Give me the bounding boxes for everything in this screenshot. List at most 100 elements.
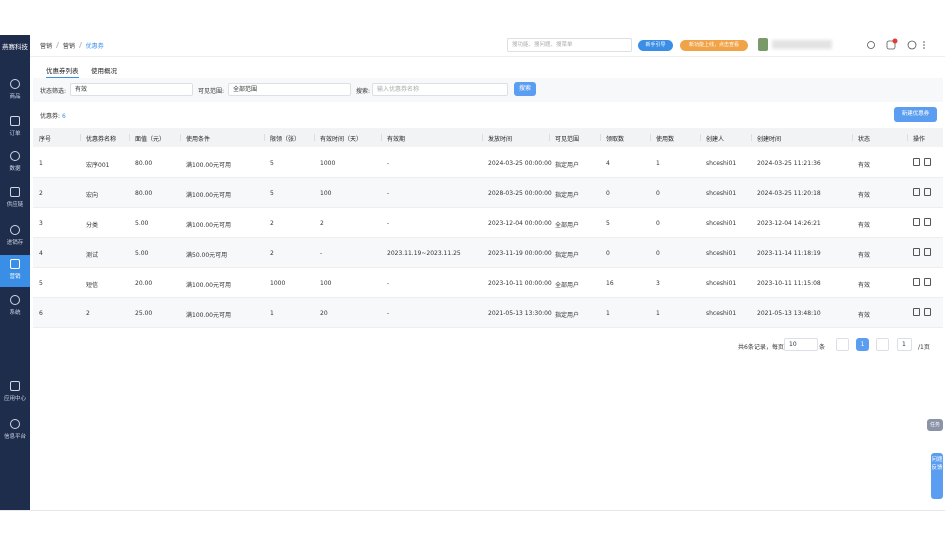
edit-icon[interactable] xyxy=(913,278,920,286)
guide-button[interactable]: 新手引导 xyxy=(638,40,673,51)
cell: 5 xyxy=(270,160,274,167)
cell: 2023-10-11 11:15:08 xyxy=(757,280,821,287)
task-float[interactable]: 任务 xyxy=(927,419,943,431)
tab-active[interactable]: 优惠券列表 xyxy=(46,65,79,78)
column-header: 限领（张） xyxy=(270,136,301,143)
copy-icon[interactable] xyxy=(924,248,931,256)
cell: 3 xyxy=(656,280,660,287)
crumb[interactable]: 营销 xyxy=(40,43,53,50)
search-input[interactable]: 输入优惠券名称 xyxy=(372,83,508,96)
top-icons[interactable] xyxy=(862,38,937,52)
edit-icon[interactable] xyxy=(913,308,920,316)
cell: 1000 xyxy=(320,160,336,167)
sidebar: 燕赛科技 商品 订单 数据 供应链 进销存 营销 系统 应用中心 信息平台 xyxy=(0,35,30,510)
cell: 有效 xyxy=(858,162,871,169)
status-select[interactable]: 有效 xyxy=(70,83,193,96)
nav-item[interactable]: 营销 xyxy=(0,255,30,287)
topbar xyxy=(30,35,945,57)
column-header: 面值（元） xyxy=(135,136,166,143)
cell: 20.00 xyxy=(135,280,153,287)
copy-icon[interactable] xyxy=(924,278,931,286)
nav-label: 系统 xyxy=(9,310,21,316)
copy-icon[interactable] xyxy=(924,188,931,196)
column-header: 使用数 xyxy=(656,136,675,143)
nav-icon xyxy=(10,259,20,269)
next-page[interactable] xyxy=(876,338,889,351)
nav-label: 应用中心 xyxy=(3,396,26,402)
nav-item[interactable]: 进销存 xyxy=(0,221,30,253)
tab[interactable]: 使用概况 xyxy=(91,67,117,75)
nav-label: 订单 xyxy=(9,131,21,137)
cell: 5.00 xyxy=(135,250,149,257)
row-actions xyxy=(913,218,937,227)
nav-label: 信息平台 xyxy=(3,434,26,440)
column-header: 操作 xyxy=(913,136,926,143)
nav-icon xyxy=(10,419,20,429)
nav-item[interactable]: 系统 xyxy=(0,291,30,323)
cell: 有效 xyxy=(858,252,871,259)
nav-label: 商品 xyxy=(9,94,21,100)
edit-icon[interactable] xyxy=(913,188,920,196)
cell: 1 xyxy=(270,310,274,317)
coupon-table: 序号 优惠券名称 面值（元） 使用条件 限领（张） 有效时间（天） 有效期 发放时间 可见范围 领… xyxy=(33,128,943,328)
current-page[interactable]: 1 xyxy=(856,338,869,351)
col-sep xyxy=(549,134,550,141)
cell: 指定用户 xyxy=(555,252,580,259)
cell: 2 xyxy=(270,250,274,257)
nav-item[interactable]: 数据 xyxy=(0,147,30,179)
new-feature-button[interactable]: 新功能上线，点击查看 xyxy=(680,40,748,51)
cell: 80.00 xyxy=(135,190,153,197)
nav-item[interactable]: 信息平台 xyxy=(0,415,30,447)
summary-label: 优惠券: xyxy=(40,113,61,120)
copy-icon[interactable] xyxy=(924,308,931,316)
page-size-select[interactable]: 10 xyxy=(784,338,818,351)
cell: 1 xyxy=(656,160,660,167)
summary: 优惠券: 6 xyxy=(40,111,66,120)
col-sep xyxy=(907,134,908,141)
cell: 5 xyxy=(39,280,43,287)
prev-page[interactable] xyxy=(836,338,849,351)
nav-icon xyxy=(10,381,20,391)
scope-select[interactable]: 全部范围 xyxy=(228,83,351,96)
search-button[interactable]: 搜索 xyxy=(514,82,536,96)
cell: 1000 xyxy=(270,280,286,287)
cell: 0 xyxy=(606,190,610,197)
nav-item[interactable]: 供应链 xyxy=(0,183,30,215)
jump-input[interactable]: 1 xyxy=(897,338,912,351)
edit-icon[interactable] xyxy=(913,158,920,166)
table-row: 3 分类 5.00 满100.00元可用 2 2 - 2023-12-04 00:00:00 全… xyxy=(33,208,943,238)
nav-icon xyxy=(10,151,20,161)
cell: 2023-11-19 00:00:00 xyxy=(488,250,552,257)
nav-icon xyxy=(10,116,20,126)
cell: shceshi01 xyxy=(706,160,737,167)
edit-icon[interactable] xyxy=(913,218,920,226)
col-sep xyxy=(129,134,130,141)
edit-icon[interactable] xyxy=(913,248,920,256)
cell: 指定用户 xyxy=(555,162,580,169)
cell: shceshi01 xyxy=(706,220,737,227)
nav-label: 营销 xyxy=(9,274,21,280)
nav-item[interactable]: 应用中心 xyxy=(0,377,30,409)
breadcrumb: 营销 营销 优惠券 xyxy=(40,41,104,50)
feedback-float[interactable]: 问题反馈 xyxy=(931,453,943,499)
nav-item[interactable]: 商品 xyxy=(0,75,30,107)
crumb[interactable]: 营销 xyxy=(62,43,75,50)
cell: - xyxy=(387,280,390,287)
cell: 2023-12-04 00:00:00 xyxy=(488,220,552,227)
col-sep xyxy=(80,134,81,141)
cell: 2021-05-13 13:48:10 xyxy=(757,310,821,317)
column-header: 创建时间 xyxy=(757,136,782,143)
global-search[interactable]: 搜功能、搜问题、搜菜单 xyxy=(507,38,632,52)
cell: 4 xyxy=(39,250,43,257)
nav-icon xyxy=(10,295,20,305)
nav-item[interactable]: 订单 xyxy=(0,112,30,144)
copy-icon[interactable] xyxy=(924,218,931,226)
cell: 2023-10-11 00:00:00 xyxy=(488,280,552,287)
col-sep xyxy=(650,134,651,141)
avatar[interactable] xyxy=(758,38,768,51)
sep xyxy=(55,42,60,48)
cell: - xyxy=(320,250,323,257)
sep xyxy=(78,42,82,48)
copy-icon[interactable] xyxy=(924,158,931,166)
new-coupon-button[interactable]: 新建优惠券 xyxy=(894,107,937,122)
